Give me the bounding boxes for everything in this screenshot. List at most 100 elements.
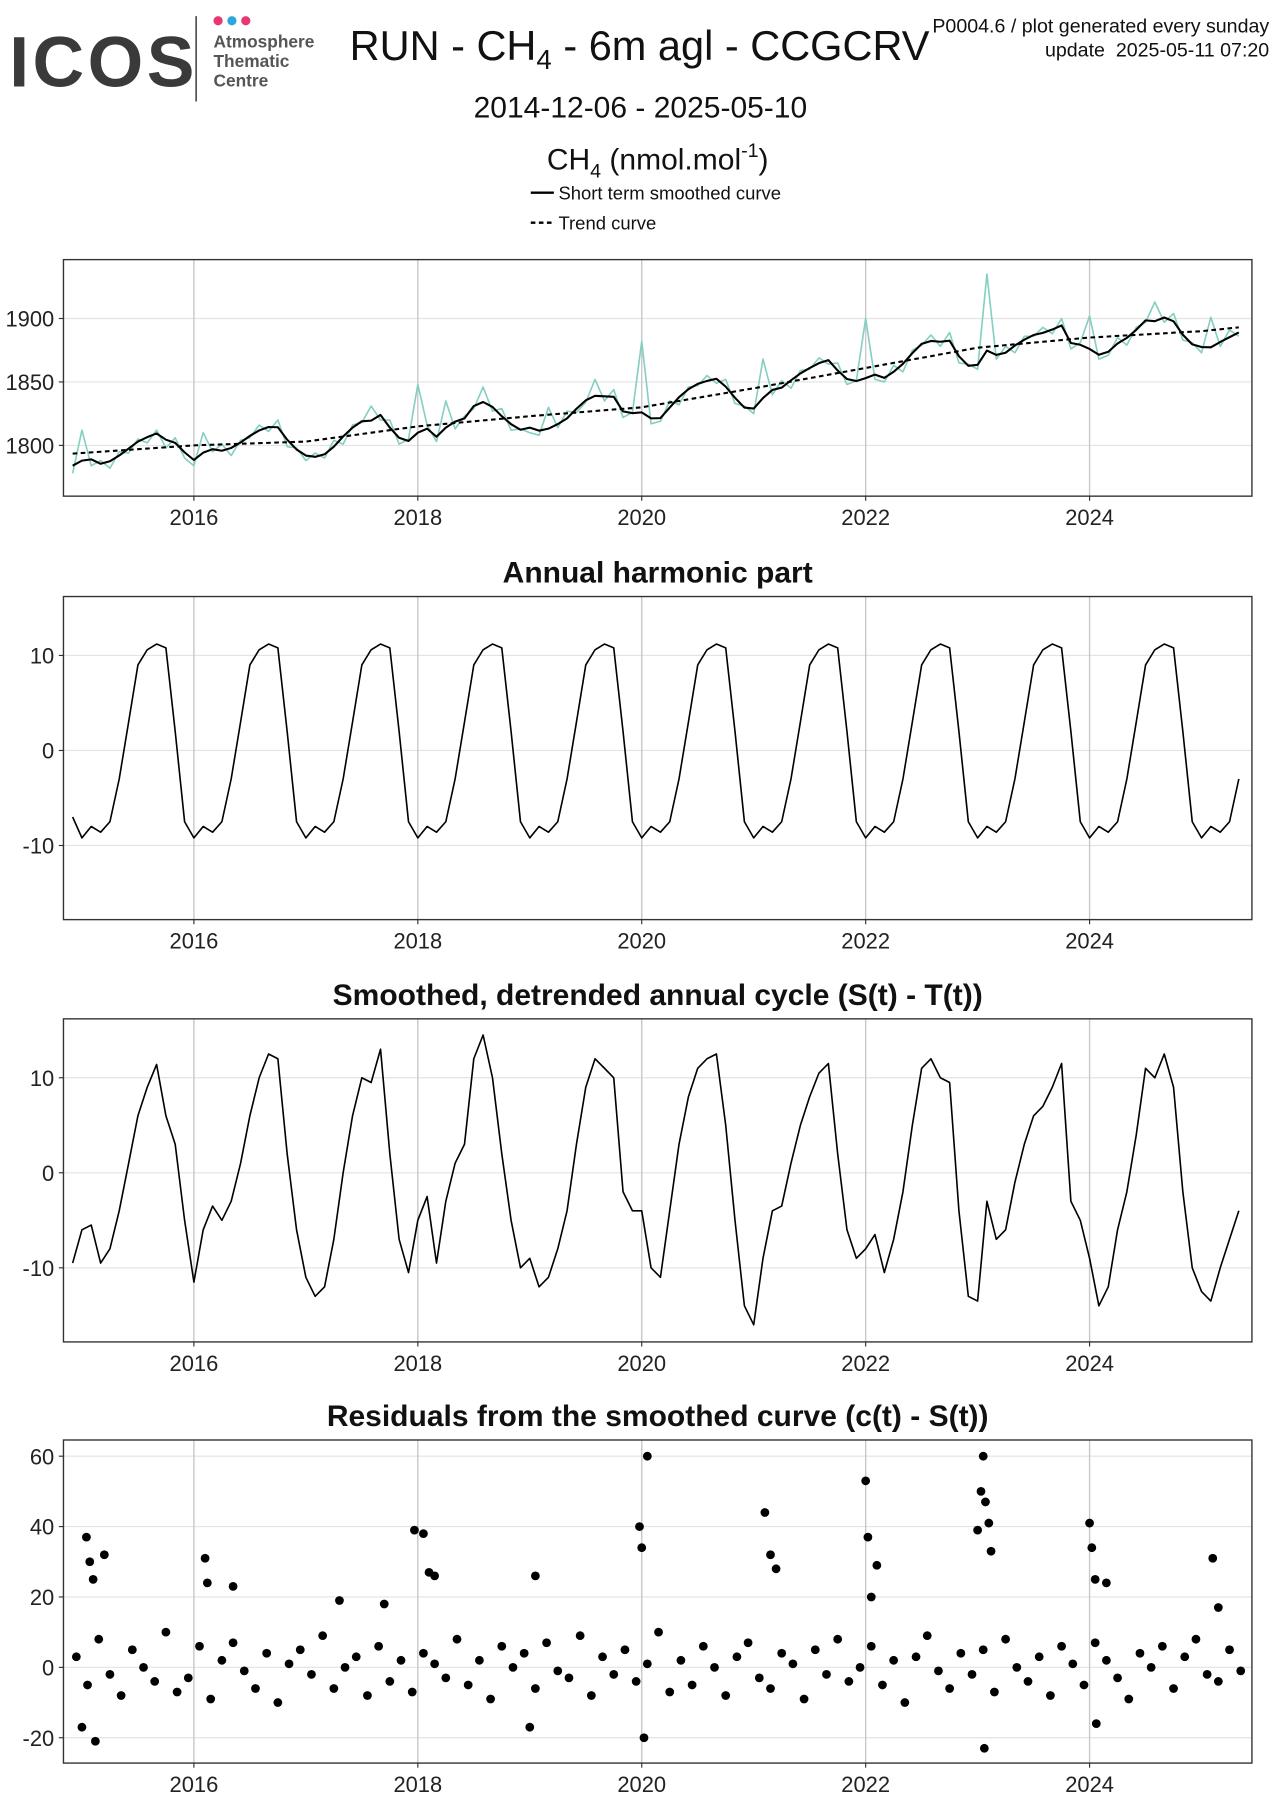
residual-point [77, 1722, 87, 1732]
residual-point [329, 1684, 339, 1693]
unit-sub: 4 [590, 161, 601, 183]
x-tick-label: 2024 [1065, 1772, 1114, 1797]
residual-point [419, 1529, 428, 1538]
raw-data-line [71, 643, 1240, 839]
residual-point [497, 1641, 507, 1651]
residual-point [284, 1659, 294, 1669]
plot-frame [62, 1018, 1253, 1343]
x-tick-label: 2024 [1065, 505, 1114, 530]
residual-point [318, 1631, 328, 1641]
x-tick-label: 2022 [841, 928, 890, 953]
y-tick-label: 0 [42, 1655, 54, 1680]
residual-point [127, 1645, 137, 1655]
residual-point [990, 1687, 999, 1697]
residual-point [1034, 1652, 1044, 1662]
residual-point [732, 1652, 742, 1662]
x-tick-label: 2020 [617, 1351, 666, 1376]
residual-point [777, 1648, 787, 1658]
residual-point [385, 1677, 395, 1686]
residual-point [986, 1546, 996, 1556]
org-name: Atmosphere [213, 31, 314, 51]
residual-point [1101, 1655, 1111, 1665]
raw-data-line [71, 273, 1240, 474]
residual-point [889, 1655, 899, 1665]
residual-point [363, 1691, 372, 1700]
logo-dot [213, 16, 223, 26]
residual-point [161, 1627, 171, 1637]
residual-point [1090, 1574, 1100, 1584]
residual-point [799, 1694, 809, 1704]
residual-point [273, 1698, 283, 1707]
residual-point [150, 1677, 160, 1686]
panel-title: Annual harmonic part [503, 557, 813, 590]
y-tick-label: 0 [42, 739, 54, 764]
residual-point [771, 1564, 781, 1574]
residual-point [631, 1677, 641, 1686]
residual-point [1057, 1641, 1066, 1651]
residual-point [754, 1673, 764, 1683]
residual-point [598, 1652, 607, 1662]
residual-point [1001, 1634, 1010, 1644]
panel-title: Residuals from the smoothed curve (c(t) … [327, 1400, 989, 1433]
residual-point [335, 1596, 344, 1605]
residual-point [956, 1648, 966, 1658]
residual-point [978, 1645, 988, 1655]
residual-point [351, 1652, 361, 1662]
residual-point [452, 1634, 462, 1644]
residual-point [1085, 1518, 1094, 1528]
residual-point [202, 1578, 212, 1588]
unit-part: ) [759, 144, 769, 177]
logo-dot [241, 16, 251, 26]
residual-point [1180, 1652, 1190, 1662]
residual-point [239, 1666, 249, 1676]
residual-point [978, 1451, 988, 1461]
residual-point [710, 1662, 719, 1672]
logo-dot [227, 16, 237, 26]
residual-point [564, 1673, 574, 1683]
residual-point [698, 1641, 708, 1651]
residual-point [620, 1645, 630, 1655]
residual-point [1191, 1634, 1201, 1644]
residual-point [743, 1638, 753, 1648]
x-tick-label: 2016 [170, 505, 219, 530]
residual-point [878, 1680, 887, 1690]
legend-label: Short term smoothed curve [558, 183, 781, 204]
y-tick-label: -10 [23, 834, 55, 859]
residual-point [1208, 1553, 1218, 1563]
x-tick-label: 2020 [617, 928, 666, 953]
x-tick-label: 2016 [170, 1351, 219, 1376]
y-tick-label: -10 [23, 1256, 55, 1281]
x-tick-label: 2024 [1065, 928, 1114, 953]
residual-point [71, 1652, 81, 1662]
unit-label: CH4 (nmol.mol-1) [547, 140, 769, 183]
y-tick-label: 60 [30, 1444, 54, 1469]
residual-point [654, 1627, 663, 1637]
residual-point [676, 1655, 686, 1665]
residual-point [486, 1694, 495, 1704]
unit-part: (nmol.mol [601, 144, 741, 177]
residual-point [934, 1666, 943, 1676]
residual-point [105, 1670, 115, 1679]
residual-point [810, 1645, 820, 1655]
residual-point [116, 1691, 126, 1700]
unit-part: CH [547, 144, 590, 177]
residual-point [340, 1662, 350, 1672]
y-tick-label: 40 [30, 1515, 54, 1540]
plot-frame [62, 595, 1253, 921]
x-tick-label: 2018 [393, 1772, 442, 1797]
residual-point [766, 1550, 775, 1560]
residual-point [441, 1673, 451, 1683]
residual-point [374, 1641, 384, 1651]
residual-point [262, 1648, 272, 1658]
plot-code: P0004.6 / plot generated every sunday [932, 15, 1269, 37]
plot-frame [62, 258, 1253, 497]
x-tick-label: 2018 [393, 1351, 442, 1376]
residual-point [530, 1684, 540, 1693]
residual-point [637, 1543, 647, 1553]
residual-point [530, 1571, 540, 1581]
residual-point [1101, 1578, 1111, 1588]
residual-point [172, 1687, 182, 1697]
title-part: - 6m agl - CCGCRV [552, 22, 930, 69]
residual-point [99, 1550, 109, 1560]
